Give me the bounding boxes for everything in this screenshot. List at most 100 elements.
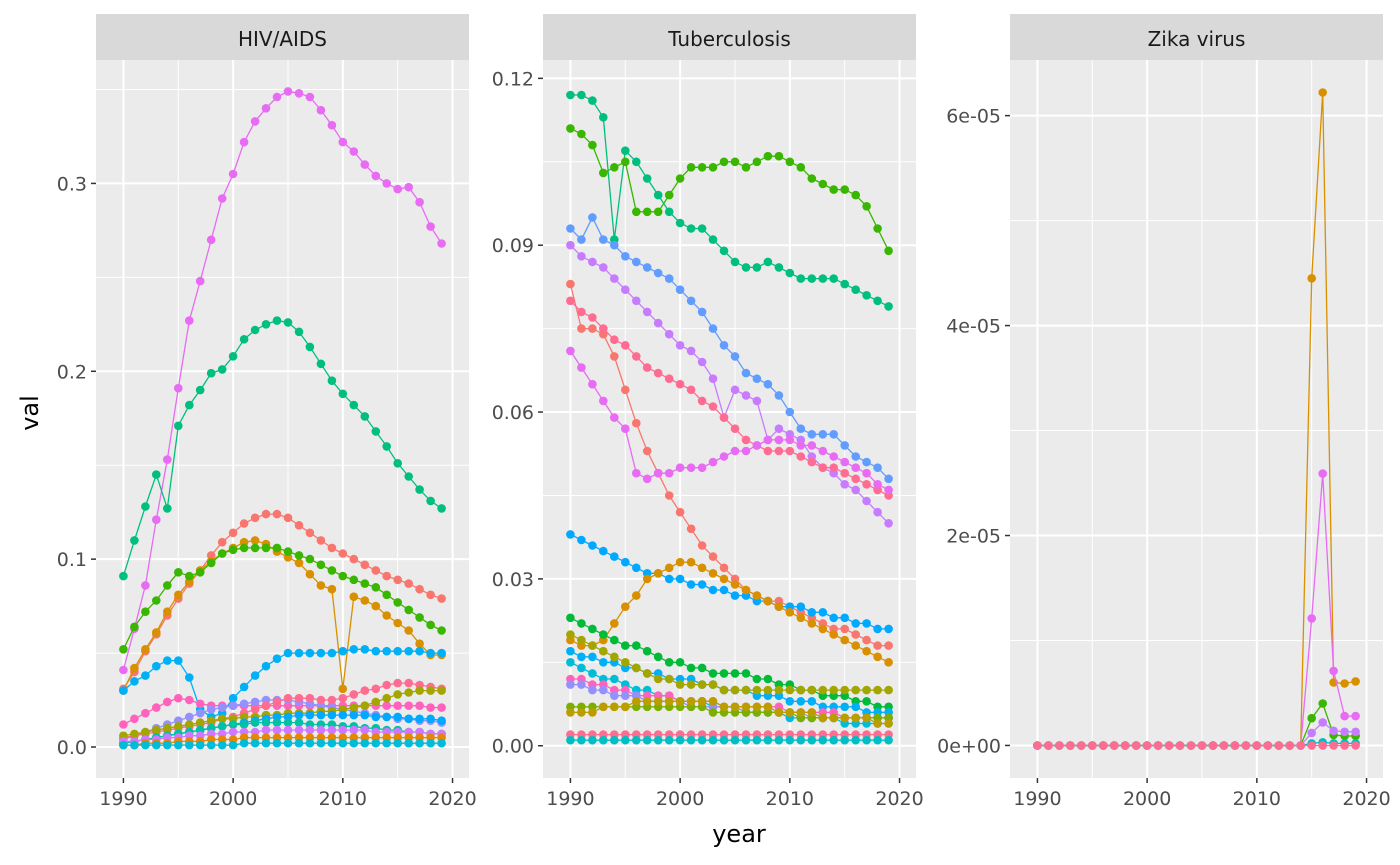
data-point [130, 714, 139, 724]
data-point [415, 197, 424, 207]
data-point [305, 738, 315, 748]
data-point [152, 596, 161, 605]
data-point [577, 307, 586, 317]
data-point [1175, 741, 1185, 750]
data-point [437, 594, 446, 603]
data-point [577, 251, 586, 261]
data-point [785, 446, 795, 456]
data-point [610, 352, 619, 361]
data-point [239, 335, 249, 344]
data-point [371, 601, 381, 611]
facet-title: Tuberculosis [667, 27, 791, 51]
data-point [152, 703, 161, 712]
data-point [1340, 711, 1349, 721]
data-point [152, 725, 161, 735]
panel-background [543, 60, 916, 778]
data-point [152, 740, 161, 750]
data-point [873, 641, 882, 650]
data-point [862, 735, 871, 745]
y-tick-label: 0.03 [492, 569, 534, 591]
data-point [686, 557, 696, 567]
x-tick-label: 2010 [766, 788, 814, 810]
data-point [818, 179, 828, 189]
data-point [632, 257, 641, 267]
data-point [294, 558, 304, 568]
data-point [217, 194, 227, 203]
data-point [741, 435, 751, 445]
data-point [393, 712, 403, 722]
data-point [141, 645, 150, 654]
data-point [566, 646, 575, 656]
data-point [404, 605, 414, 615]
data-point [1318, 741, 1327, 750]
data-point [1307, 274, 1316, 283]
data-point [719, 585, 729, 595]
data-point [664, 574, 674, 584]
data-point [1120, 741, 1130, 750]
data-point [316, 710, 326, 720]
data-point [1153, 741, 1163, 750]
data-point [415, 639, 424, 648]
data-point [382, 680, 392, 690]
data-point [730, 580, 740, 589]
data-point [884, 519, 893, 528]
data-point [851, 190, 860, 200]
data-point [774, 151, 784, 161]
data-point [785, 708, 795, 717]
data-point [632, 697, 641, 706]
data-point [338, 684, 348, 694]
data-point [840, 702, 849, 712]
data-point [382, 590, 392, 600]
data-point [599, 324, 608, 333]
data-point [272, 543, 282, 553]
data-point [316, 536, 326, 545]
data-point [621, 385, 630, 395]
data-point [382, 738, 392, 748]
panel-1: Tuberculosis 1990 2000 2010 2020 0.00 0.03 0.06… [492, 14, 924, 810]
data-point [719, 452, 729, 461]
data-point [283, 725, 293, 735]
data-point [1296, 741, 1305, 750]
data-point [708, 163, 718, 172]
data-point [840, 685, 849, 695]
data-point [741, 735, 751, 745]
series-5 [566, 296, 893, 500]
data-point [577, 129, 586, 139]
data-point [316, 725, 326, 735]
data-point [785, 407, 795, 417]
data-point [294, 718, 304, 727]
data-point [415, 701, 424, 710]
data-point [862, 713, 871, 723]
data-point [818, 463, 828, 473]
data-point [1219, 741, 1229, 750]
data-point [621, 424, 630, 434]
data-point [261, 701, 271, 710]
data-point [796, 441, 806, 450]
data-point [588, 257, 597, 267]
facet-title: Zika virus [1148, 27, 1246, 51]
data-point [697, 163, 707, 172]
data-point [1230, 741, 1240, 750]
data-point [349, 645, 359, 654]
data-point [653, 735, 663, 745]
data-point [851, 630, 860, 639]
series-6 [566, 346, 893, 495]
data-point [185, 712, 194, 722]
data-point [664, 274, 674, 283]
data-point [360, 579, 370, 588]
data-point [404, 714, 414, 724]
data-point [884, 624, 893, 634]
data-point [884, 735, 893, 745]
data-point [152, 661, 161, 671]
data-point [371, 712, 381, 722]
data-point [588, 624, 597, 634]
data-point [752, 157, 762, 167]
data-point [862, 291, 871, 300]
data-point [686, 296, 696, 306]
data-point [851, 641, 860, 650]
data-point [577, 708, 586, 717]
data-point [884, 641, 893, 650]
x-tick-label: 2020 [428, 788, 476, 810]
data-point [360, 560, 370, 570]
data-point [426, 590, 435, 600]
